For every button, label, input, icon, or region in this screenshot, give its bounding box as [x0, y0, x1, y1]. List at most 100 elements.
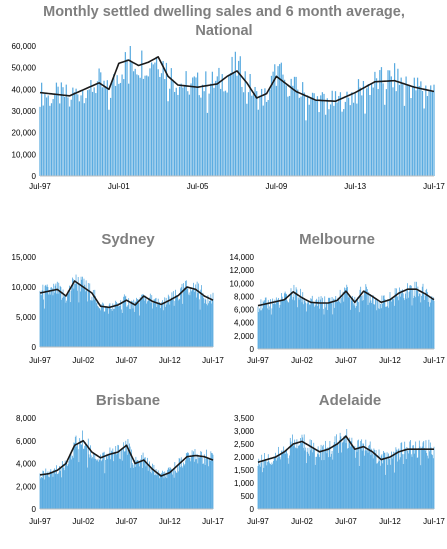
- sales-bar: [201, 296, 203, 347]
- sales-bar: [330, 301, 331, 349]
- sales-bar: [46, 286, 47, 347]
- sales-bar: [413, 445, 414, 509]
- sales-bar: [424, 448, 425, 509]
- sales-bar: [190, 291, 192, 347]
- sales-bar: [136, 460, 138, 509]
- sales-bar: [74, 436, 76, 509]
- sales-bar: [410, 285, 411, 349]
- sales-bar: [403, 454, 405, 509]
- sales-bar: [258, 458, 260, 509]
- sales-bar: [352, 102, 355, 176]
- sales-bar: [216, 76, 218, 176]
- sales-bar: [373, 304, 375, 349]
- sales-bar: [46, 284, 48, 347]
- sales-bar: [155, 469, 157, 509]
- sales-bar: [113, 308, 115, 347]
- sales-bar: [77, 444, 78, 509]
- sales-bar: [385, 306, 386, 349]
- sales-bar: [106, 80, 108, 176]
- sales-bar: [341, 452, 342, 509]
- sales-bar: [110, 308, 112, 347]
- sales-bar: [354, 445, 356, 509]
- sales-bar: [352, 448, 354, 509]
- sales-bar: [48, 476, 50, 509]
- sales-bar: [268, 461, 270, 509]
- sales-bar: [56, 473, 58, 509]
- sales-bar: [152, 64, 154, 176]
- sales-bar: [97, 305, 99, 347]
- sales-bar: [49, 294, 51, 347]
- sales-bar: [188, 457, 190, 509]
- sales-bar: [316, 456, 318, 509]
- sales-bar: [90, 455, 92, 509]
- sales-bar: [327, 447, 329, 509]
- sales-bar: [367, 452, 369, 509]
- sales-bar: [283, 446, 285, 509]
- sales-bar: [312, 301, 314, 349]
- sales-bar: [41, 295, 42, 347]
- sales-bar: [139, 315, 140, 347]
- sales-bar: [281, 296, 283, 349]
- sales-bar: [154, 299, 156, 347]
- six-month-average-line: [257, 435, 435, 463]
- sales-bar: [402, 82, 404, 176]
- sales-bar: [95, 93, 97, 176]
- sales-bar: [131, 301, 133, 347]
- sales-bar: [202, 292, 204, 347]
- sales-bar: [47, 471, 49, 509]
- sales-bar: [317, 453, 318, 509]
- sales-bar: [303, 298, 305, 349]
- sales-bar: [260, 299, 262, 349]
- sales-bar: [334, 436, 336, 509]
- sales-bar: [339, 289, 341, 349]
- sales-bar: [409, 441, 411, 509]
- sales-bar: [328, 109, 330, 176]
- sales-bar: [170, 299, 171, 347]
- sales-bar: [131, 300, 132, 347]
- sales-bar: [85, 98, 87, 176]
- sales-bar: [385, 306, 387, 349]
- sales-bar: [75, 88, 77, 176]
- sales-bar: [123, 79, 125, 176]
- sales-bar: [68, 293, 70, 347]
- sales-bar: [66, 462, 68, 509]
- sales-bar: [147, 300, 149, 347]
- sales-bar: [87, 301, 88, 347]
- sales-bar: [317, 300, 319, 349]
- sales-bar: [103, 451, 105, 509]
- sales-bar: [120, 459, 122, 509]
- sales-bar: [385, 457, 387, 509]
- sales-bar: [147, 301, 148, 347]
- sales-bar: [421, 90, 424, 176]
- sales-bar: [210, 83, 212, 176]
- sales-bar: [350, 446, 351, 509]
- sales-bar: [262, 472, 263, 509]
- sales-bar: [206, 303, 207, 347]
- sales-bar: [267, 299, 269, 349]
- sales-bar: [188, 94, 191, 176]
- sales-bar: [274, 457, 276, 509]
- sales-bar: [83, 278, 85, 347]
- sales-bar: [46, 472, 48, 509]
- sales-bar: [341, 442, 343, 509]
- sales-bar: [79, 283, 81, 347]
- sales-bar: [199, 309, 201, 347]
- sales-bar: [298, 97, 300, 176]
- sales-bar: [92, 457, 94, 509]
- sales-bar: [146, 75, 148, 176]
- sales-bar: [194, 289, 196, 347]
- sales-bar: [200, 97, 202, 176]
- sales-bar: [272, 298, 274, 349]
- sales-bar: [196, 459, 197, 509]
- sales-bar: [85, 280, 87, 347]
- sales-bar: [118, 83, 120, 176]
- sales-bar: [288, 302, 290, 349]
- sales-bar: [407, 283, 408, 349]
- sales-bar: [210, 294, 212, 347]
- sales-bar: [246, 103, 248, 176]
- sales-bar: [166, 478, 168, 509]
- sales-bar: [184, 463, 186, 509]
- sales-bar: [340, 303, 342, 349]
- sales-bar: [383, 295, 385, 349]
- sales-bar: [47, 95, 49, 176]
